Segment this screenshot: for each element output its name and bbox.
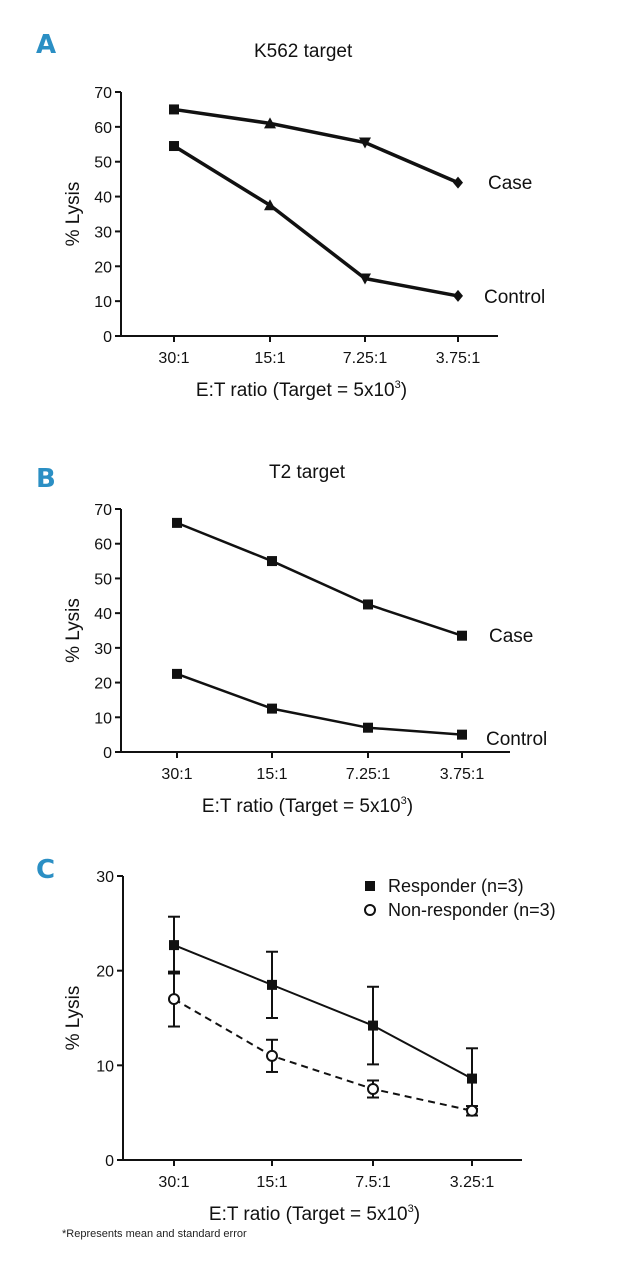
panel-c-legend-label-1: Non-responder (n=3) <box>388 900 556 920</box>
panel-b-x-axis-title: E:T ratio (Target = 5x103) <box>202 795 413 817</box>
panel-b-x-tick-label: 3.75:1 <box>440 766 485 783</box>
panel-c-data-point <box>266 1049 278 1062</box>
panel-b-series-line-1 <box>176 672 463 736</box>
panel-a-title: K562 target <box>254 41 353 62</box>
panel-a-y-tick-label: 0 <box>103 329 112 346</box>
panel-b-x-tick-label: 15:1 <box>256 766 287 783</box>
panel-b-y-tick-label: 60 <box>94 537 112 554</box>
panel-c-y-tick-label: 30 <box>96 869 114 886</box>
panel-a-series-label-0: Case <box>488 173 532 194</box>
panel-a-data-point <box>169 104 179 115</box>
panel-a-y-tick-label: 60 <box>94 120 112 137</box>
panel-c-x-axis-title: E:T ratio (Target = 5x103) <box>209 1203 420 1225</box>
panel-a-x-tick-label: 30:1 <box>158 350 189 367</box>
panel-a-x-axis-title: E:T ratio (Target = 5x103) <box>196 379 407 401</box>
panel-b-data-point <box>172 668 182 679</box>
panel-a-y-tick-label: 50 <box>94 155 112 172</box>
panel-b-y-tick-label: 40 <box>94 606 112 623</box>
panel-c-legend-marker <box>365 881 375 891</box>
panel-a-data-point <box>264 117 276 129</box>
panel-a-y-tick-label: 30 <box>94 224 112 241</box>
panel-a-y-axis-title: % Lysis <box>63 182 84 247</box>
panel-a-data-point <box>453 176 463 189</box>
panel-a-x-tick-label: 15:1 <box>254 350 285 367</box>
panel-b-data-point <box>267 703 277 714</box>
panel-a-y-tick-label: 40 <box>94 190 112 207</box>
panel-b-data-point <box>267 556 277 567</box>
panel-c-series-line-1 <box>173 998 473 1112</box>
panel-b-data-point <box>172 517 182 528</box>
panel-c-data-point <box>168 993 180 1006</box>
panel-c-legend-label-0: Responder (n=3) <box>388 876 524 896</box>
panel-a-data-point <box>169 141 179 152</box>
panel-c-data-point <box>169 940 179 951</box>
panel-c-y-tick-label: 10 <box>96 1058 114 1075</box>
panel-c-x-tick-label: 15:1 <box>256 1174 287 1191</box>
panel-b-y-tick-label: 50 <box>94 571 112 588</box>
panel-b-y-tick-label: 20 <box>94 676 112 693</box>
panel-a-data-point <box>453 289 463 302</box>
panel-b-series-label-1: Control <box>486 729 547 750</box>
panel-c-series-line-0 <box>173 944 473 1080</box>
panel-b-chart: 0 10 20 30 40 50 60 70 30:1 15:1 7.25:1 3.75:1 % Lys… <box>63 502 547 817</box>
panel-b-x-tick-label: 30:1 <box>161 766 192 783</box>
panel-a-chart: 0 10 20 30 40 50 60 70 30:1 15:1 7.25:1 3.75:1 % Lys… <box>63 85 545 401</box>
panel-a-series-line-0 <box>173 107 459 185</box>
panel-b-data-point <box>457 729 467 740</box>
panel-a-series-label-1: Control <box>484 287 545 308</box>
panel-b-series-label-0: Case <box>489 626 533 647</box>
panel-c-data-point <box>467 1073 477 1084</box>
panel-b-y-tick-label: 0 <box>103 745 112 762</box>
panel-b-letter: B <box>36 464 56 494</box>
panel-c-x-tick-label: 30:1 <box>158 1174 189 1191</box>
panel-a-data-point <box>264 199 276 211</box>
panel-b-data-point <box>457 630 467 641</box>
panel-b-title: T2 target <box>269 462 346 483</box>
panel-c-data-point <box>368 1020 378 1031</box>
panel-b-y-tick-label: 30 <box>94 641 112 658</box>
panel-c-x-tick-label: 7.5:1 <box>355 1174 391 1191</box>
panel-c-chart: 0 10 20 30 30:1 15:1 7.5:1 3.25:1 % Lysis E:T rat… <box>63 869 556 1225</box>
panel-c-y-tick-label: 20 <box>96 964 114 981</box>
panel-b-y-axis-title: % Lysis <box>63 598 84 663</box>
panel-a-x-tick-label: 7.25:1 <box>343 350 388 367</box>
panel-c-data-point <box>466 1104 478 1117</box>
panel-c-letter: C <box>36 855 56 885</box>
panel-b-y-tick-label: 70 <box>94 502 112 519</box>
panel-c-y-axis-title: % Lysis <box>63 986 84 1051</box>
panel-a-y-tick-label: 70 <box>94 85 112 102</box>
panel-b-data-point <box>363 722 373 733</box>
panel-a-x-tick-label: 3.75:1 <box>436 350 481 367</box>
footnote: *Represents mean and standard error <box>62 1228 247 1240</box>
panel-a-y-tick-label: 20 <box>94 259 112 276</box>
panel-c-legend-marker <box>364 904 376 916</box>
panel-b-data-point <box>363 599 373 610</box>
panel-a-data-point <box>359 137 371 149</box>
panel-b-x-tick-label: 7.25:1 <box>346 766 391 783</box>
panel-b-y-tick-label: 10 <box>94 710 112 727</box>
panel-a-y-tick-label: 10 <box>94 294 112 311</box>
panel-a-series-line-1 <box>173 144 459 298</box>
panel-a-letter: A <box>36 30 57 60</box>
panel-c-data-point <box>367 1083 379 1095</box>
panel-c-data-point <box>267 979 277 990</box>
panel-c-y-tick-label: 0 <box>105 1153 114 1170</box>
panel-a-data-point <box>359 273 371 285</box>
panel-c-x-tick-label: 3.25:1 <box>450 1174 495 1191</box>
panel-b-series-line-0 <box>176 521 463 637</box>
